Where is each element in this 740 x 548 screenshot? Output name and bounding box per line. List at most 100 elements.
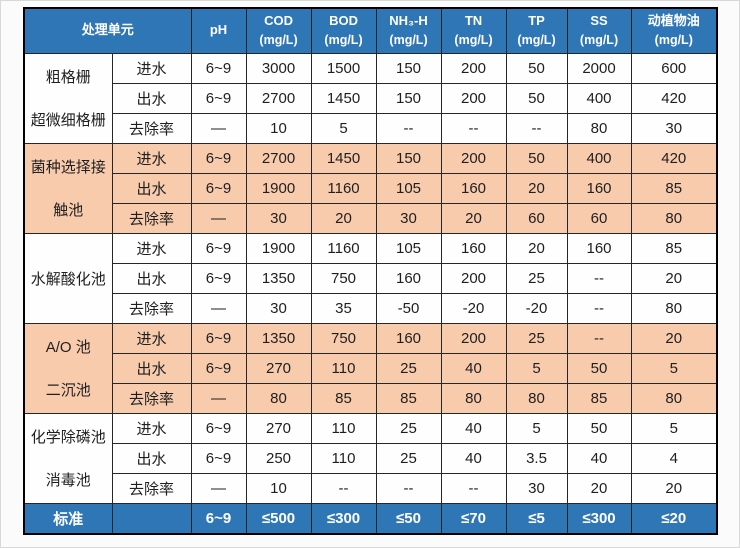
data-cell: 1500 — [310, 52, 377, 84]
data-cell: 750 — [310, 322, 377, 354]
data-cell: 400 — [566, 82, 632, 114]
data-cell: 20 — [310, 202, 377, 234]
data-cell: 6~9 — [190, 352, 247, 384]
data-cell: 600 — [630, 52, 718, 84]
data-cell: 85 — [566, 382, 632, 414]
data-cell: 150 — [375, 142, 442, 174]
data-cell: 6~9 — [190, 442, 247, 474]
data-cell: 1350 — [245, 322, 312, 354]
header-cell-ph: pH — [190, 7, 247, 54]
data-cell: 110 — [310, 442, 377, 474]
data-cell: 40 — [440, 442, 507, 474]
data-cell: 30 — [630, 112, 718, 144]
row-type-cell: 出水 — [111, 262, 192, 294]
group-label-line: 化学除磷池 — [30, 429, 106, 446]
data-cell: 2700 — [245, 82, 312, 114]
data-cell: -- — [440, 472, 507, 504]
data-cell: 110 — [310, 412, 377, 444]
group-label-line: 二沉池 — [45, 382, 91, 399]
header-cod-unit: (mg/L) — [259, 33, 298, 48]
data-cell: 25 — [505, 322, 568, 354]
data-cell: 6~9 — [190, 232, 247, 264]
header-tp-label: TP — [528, 13, 545, 29]
data-cell: 750 — [310, 262, 377, 294]
data-cell: 80 — [630, 382, 718, 414]
data-cell: 50 — [505, 142, 568, 174]
group-label-coarse-screen: 粗格栅 超微细格栅 — [23, 52, 113, 144]
table-row: A/O 池 二沉池 进水 6~9 1350 750 160 200 25 -- … — [23, 322, 718, 414]
data-cell: 25 — [375, 352, 442, 384]
data-cell: -- — [566, 292, 632, 324]
data-cell: 40 — [440, 352, 507, 384]
data-cell: 105 — [375, 172, 442, 204]
data-cell: 160 — [566, 172, 632, 204]
data-cell: 2700 — [245, 142, 312, 174]
data-cell: 50 — [566, 352, 632, 384]
table-row: 去除率 — 30 35 -50 -20 -20 -- 80 — [24, 292, 718, 324]
data-cell: 85 — [375, 382, 442, 414]
table-row: 出水 6~9 1350 750 160 200 25 -- 20 — [24, 262, 718, 294]
data-cell: 160 — [375, 262, 442, 294]
group-label-line: 超微细格栅 — [30, 112, 106, 129]
standard-cell: ≤20 — [630, 502, 718, 535]
data-cell: 20 — [630, 322, 718, 354]
data-cell: 160 — [440, 232, 507, 264]
header-tn-label: TN — [464, 13, 483, 29]
data-cell: -- — [505, 112, 568, 144]
data-cell: 1900 — [245, 172, 312, 204]
data-cell: — — [190, 292, 247, 324]
data-cell: 30 — [245, 292, 312, 324]
data-cell: 5 — [505, 412, 568, 444]
data-cell: 420 — [630, 82, 718, 114]
data-cell: 80 — [566, 112, 632, 144]
row-type-cell: 进水 — [111, 412, 192, 444]
data-cell: 30 — [245, 202, 312, 234]
table-row: 出水 6~9 1900 1160 105 160 20 160 85 — [24, 172, 718, 204]
data-cell: 270 — [245, 412, 312, 444]
data-cell: 1350 — [245, 262, 312, 294]
row-type-cell: 出水 — [111, 172, 192, 204]
data-cell: 50 — [505, 52, 568, 84]
group-label-line: 水解酸化池 — [30, 270, 106, 288]
data-cell: 200 — [440, 142, 507, 174]
data-cell: 420 — [630, 142, 718, 174]
data-cell: 2000 — [566, 52, 632, 84]
data-cell: 80 — [245, 382, 312, 414]
data-cell: 10 — [245, 112, 312, 144]
data-cell: 1450 — [310, 142, 377, 174]
data-cell: 160 — [566, 232, 632, 264]
treatment-data-table: 处理单元 pH COD (mg/L) BOD (mg/L) NH₃-H (mg/L) … — [23, 7, 719, 535]
table-row: 去除率 — 10 5 -- -- -- 80 30 — [24, 112, 718, 144]
table-row: 出水 6~9 270 110 25 40 5 50 5 — [24, 352, 718, 384]
row-type-cell: 出水 — [111, 352, 192, 384]
data-cell: 50 — [566, 412, 632, 444]
row-type-cell: 进水 — [111, 322, 192, 354]
data-cell: 6~9 — [190, 142, 247, 174]
header-cell-cod: COD (mg/L) — [245, 7, 312, 54]
data-cell: 85 — [630, 172, 718, 204]
data-cell: 150 — [375, 82, 442, 114]
data-cell: 6~9 — [190, 322, 247, 354]
header-row: 处理单元 pH COD (mg/L) BOD (mg/L) NH₃-H (mg/L) … — [23, 7, 718, 54]
table-row: 出水 6~9 2700 1450 150 200 50 400 420 — [24, 82, 718, 114]
row-type-cell: 去除率 — [111, 202, 192, 234]
row-type-cell: 进水 — [111, 142, 192, 174]
data-cell: 35 — [310, 292, 377, 324]
table-row: 水解酸化池 进水 6~9 1900 1160 105 160 20 160 85 — [23, 232, 718, 324]
data-cell: — — [190, 382, 247, 414]
header-cell-tn: TN (mg/L) — [440, 7, 507, 54]
data-cell: 150 — [375, 52, 442, 84]
data-cell: 110 — [310, 352, 377, 384]
header-tp-unit: (mg/L) — [517, 33, 556, 48]
data-cell: 5 — [630, 352, 718, 384]
data-cell: 6~9 — [190, 412, 247, 444]
header-ss-unit: (mg/L) — [579, 33, 619, 48]
data-cell: 30 — [375, 202, 442, 234]
standard-cell: 6~9 — [190, 502, 247, 535]
data-cell: — — [190, 472, 247, 504]
header-cod-label: COD — [264, 13, 293, 29]
header-ss-label: SS — [590, 13, 608, 29]
data-cell: 160 — [440, 172, 507, 204]
data-cell: 160 — [375, 322, 442, 354]
group-label-line: 触池 — [53, 202, 84, 219]
